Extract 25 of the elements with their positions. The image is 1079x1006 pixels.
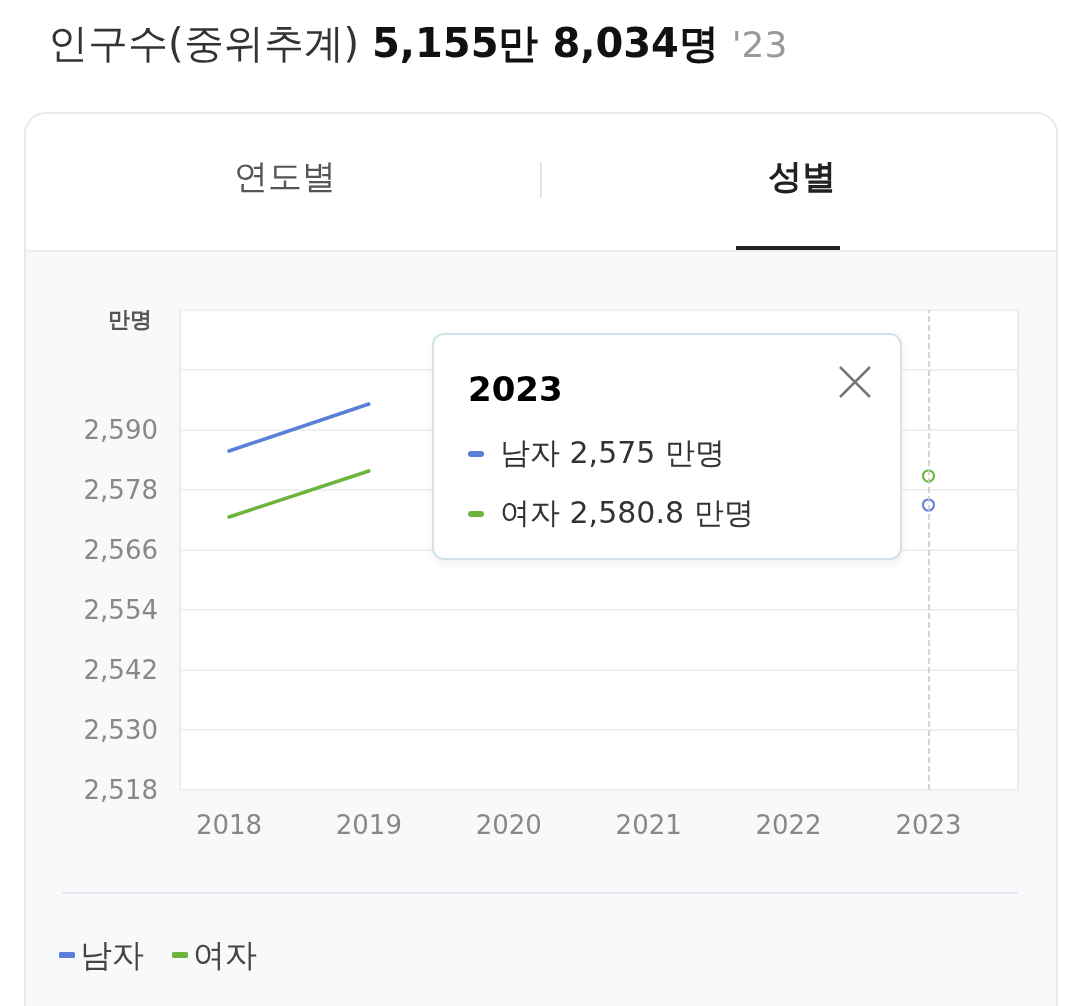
x-tick-label: 2022	[755, 810, 822, 840]
text: 성별	[766, 155, 837, 198]
y-tick-label: 2,518	[83, 775, 158, 805]
popup-card: 2023 남자 2,575 만명 여자 2,580.8 만명	[432, 333, 902, 560]
chart-subtitle: 5,155만 8,034명	[371, 20, 719, 66]
y-tick-label: 2,566	[83, 535, 158, 565]
text: 연도별	[232, 155, 337, 198]
y-tick-label: 2,554	[83, 595, 158, 625]
y-tick-label: 2,578	[83, 475, 158, 505]
y-tick-label: 2,542	[83, 655, 158, 685]
legend-label: 여자	[193, 936, 257, 974]
y-axis-title: 만명	[108, 306, 152, 332]
x-tick-label: 2018	[195, 810, 263, 840]
annotation: 남자 2,575 만명	[500, 434, 725, 472]
chart-title: 인구수(중위추계)	[48, 20, 360, 66]
x-tick-label: 2021	[615, 810, 682, 840]
x-tick-label: 2019	[335, 810, 402, 840]
annotation: 여자 2,580.8 만명	[500, 494, 754, 532]
annotation: 2023	[468, 369, 563, 409]
x-tick-label: 2020	[475, 810, 542, 840]
text: '23	[731, 24, 788, 65]
x-tick-label: 2023	[895, 810, 962, 840]
y-tick-label: 2,530	[83, 715, 158, 745]
legend-label: 남자	[80, 936, 144, 974]
y-tick-label: 2,590	[83, 415, 158, 445]
